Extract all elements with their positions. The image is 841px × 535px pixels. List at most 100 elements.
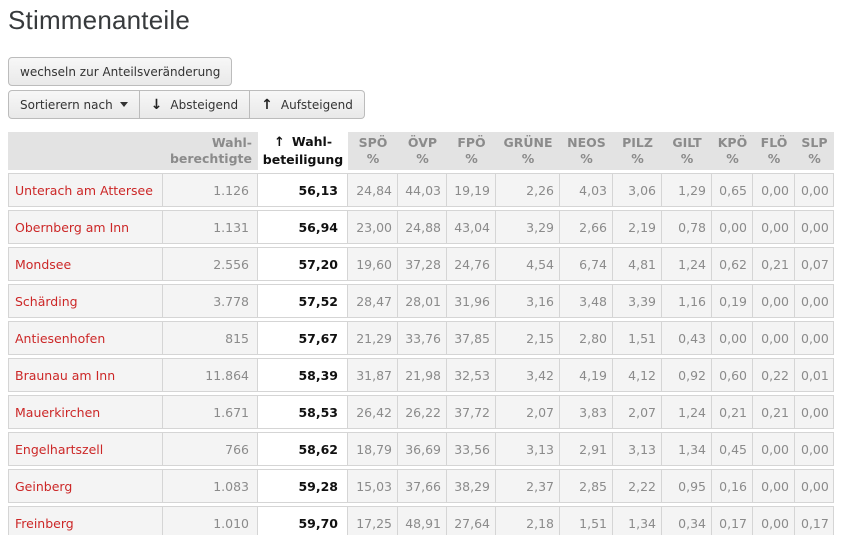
share-cell: 0,00 — [753, 210, 795, 245]
turnout-cell: 57,20 — [258, 247, 348, 282]
share-cell: 0,00 — [753, 469, 795, 504]
share-cell: 1,29 — [662, 173, 712, 208]
party-name: PILZ — [622, 134, 653, 150]
share-cell: 0,92 — [662, 358, 712, 393]
table-row: Engelhartszell 766 58,62 18,79 36,69 33,56 3,1… — [8, 432, 834, 467]
municipality-link[interactable]: Antiesenhofen — [8, 321, 163, 356]
turnout-cell: 59,28 — [258, 469, 348, 504]
sort-ascending-button[interactable]: ↑ Aufsteigend — [250, 90, 365, 119]
share-cell: 0,00 — [795, 395, 834, 430]
share-cell: 28,47 — [348, 284, 398, 319]
share-cell: 2,37 — [496, 469, 560, 504]
column-header-municipality — [8, 132, 163, 171]
share-cell: 0,17 — [795, 506, 834, 535]
sort-descending-label: Absteigend — [170, 97, 239, 112]
party-unit: % — [767, 151, 781, 167]
eligible-voters-cell: 1.083 — [163, 469, 258, 504]
municipality-link[interactable]: Geinberg — [8, 469, 163, 504]
column-header-party[interactable]: FPÖ% — [447, 132, 496, 171]
share-cell: 0,00 — [753, 506, 795, 535]
share-cell: 4,03 — [560, 173, 613, 208]
municipality-link[interactable]: Obernberg am Inn — [8, 210, 163, 245]
party-unit: % — [521, 151, 535, 167]
column-header-party[interactable]: SLP% — [795, 132, 834, 171]
share-cell: 1,34 — [613, 506, 662, 535]
share-cell: 3,16 — [496, 284, 560, 319]
column-header-party[interactable]: FLÖ% — [753, 132, 795, 171]
column-header-party[interactable]: GILT% — [662, 132, 712, 171]
municipality-link[interactable]: Mondsee — [8, 247, 163, 282]
share-cell: 4,81 — [613, 247, 662, 282]
share-cell: 0,21 — [753, 395, 795, 430]
sort-by-dropdown[interactable]: Sortierern nach — [8, 90, 140, 119]
share-cell: 0,65 — [712, 173, 753, 208]
column-header-wahlbeteiligung-sorted[interactable]: ↑ Wahl-beteiligung — [258, 132, 348, 171]
share-cell: 17,25 — [348, 506, 398, 535]
share-cell: 18,79 — [348, 432, 398, 467]
column-header-wahlberechtigte[interactable]: Wahl-berechtigte — [163, 132, 258, 171]
share-cell: 0,95 — [662, 469, 712, 504]
share-cell: 2,15 — [496, 321, 560, 356]
wahlberechtigte-line1: Wahl- — [211, 134, 252, 150]
municipality-link[interactable]: Braunau am Inn — [8, 358, 163, 393]
column-header-party[interactable]: ÖVP% — [398, 132, 447, 171]
share-cell: 3,42 — [496, 358, 560, 393]
switch-view-button[interactable]: wechseln zur Anteilsveränderung — [8, 57, 233, 86]
share-cell: 4,19 — [560, 358, 613, 393]
party-name: FLÖ — [760, 134, 788, 150]
share-cell: 24,88 — [398, 210, 447, 245]
share-cell: 0,78 — [662, 210, 712, 245]
share-cell: 37,72 — [447, 395, 496, 430]
share-cell: 0,19 — [712, 284, 753, 319]
municipality-link[interactable]: Freinberg — [8, 506, 163, 535]
share-cell: 0,21 — [753, 247, 795, 282]
share-cell: 2,91 — [560, 432, 613, 467]
arrow-up-icon: ↑ — [261, 96, 273, 113]
municipality-link[interactable]: Schärding — [8, 284, 163, 319]
share-cell: 6,74 — [560, 247, 613, 282]
eligible-voters-cell: 1.131 — [163, 210, 258, 245]
share-cell: 37,28 — [398, 247, 447, 282]
share-cell: 0,01 — [795, 358, 834, 393]
share-cell: 0,21 — [712, 395, 753, 430]
column-header-party[interactable]: PILZ% — [613, 132, 662, 171]
sort-ascending-label: Aufsteigend — [280, 97, 353, 112]
municipality-link[interactable]: Mauerkirchen — [8, 395, 163, 430]
share-cell: 2,19 — [613, 210, 662, 245]
share-cell: 0,45 — [712, 432, 753, 467]
municipality-link[interactable]: Engelhartszell — [8, 432, 163, 467]
turnout-cell: 56,13 — [258, 173, 348, 208]
column-header-party[interactable]: NEOS% — [560, 132, 613, 171]
turnout-cell: 59,70 — [258, 506, 348, 535]
eligible-voters-cell: 11.864 — [163, 358, 258, 393]
eligible-voters-cell: 3.778 — [163, 284, 258, 319]
sort-descending-button[interactable]: ↓ Absteigend — [139, 90, 251, 119]
share-cell: 1,34 — [662, 432, 712, 467]
share-cell: 0,34 — [662, 506, 712, 535]
column-header-party[interactable]: GRÜNE% — [496, 132, 560, 171]
party-unit: % — [366, 151, 380, 167]
switch-view-label: wechseln zur Anteilsveränderung — [20, 64, 221, 79]
municipality-link[interactable]: Unterach am Attersee — [8, 173, 163, 208]
sort-arrow-up-icon: ↑ — [273, 135, 285, 150]
share-cell: 0,00 — [712, 321, 753, 356]
share-cell: 44,03 — [398, 173, 447, 208]
share-cell: 1,16 — [662, 284, 712, 319]
eligible-voters-cell: 1.010 — [163, 506, 258, 535]
share-cell: 0,00 — [795, 432, 834, 467]
share-cell: 0,43 — [662, 321, 712, 356]
page-title: Stimmenanteile — [8, 5, 190, 35]
share-cell: 21,29 — [348, 321, 398, 356]
table-row: Mauerkirchen 1.671 58,53 26,42 26,22 37,72 2,0… — [8, 395, 834, 430]
share-cell: 4,12 — [613, 358, 662, 393]
column-header-party[interactable]: SPÖ% — [348, 132, 398, 171]
share-cell: 0,00 — [795, 284, 834, 319]
table-row: Geinberg 1.083 59,28 15,03 37,66 38,29 2,37 2,8… — [8, 469, 834, 504]
share-cell: 3,39 — [613, 284, 662, 319]
turnout-cell: 58,39 — [258, 358, 348, 393]
table-row: Braunau am Inn 11.864 58,39 31,87 21,98 32,53… — [8, 358, 834, 393]
share-cell: 28,01 — [398, 284, 447, 319]
share-cell: 4,54 — [496, 247, 560, 282]
share-cell: 2,66 — [560, 210, 613, 245]
column-header-party[interactable]: KPÖ% — [712, 132, 753, 171]
